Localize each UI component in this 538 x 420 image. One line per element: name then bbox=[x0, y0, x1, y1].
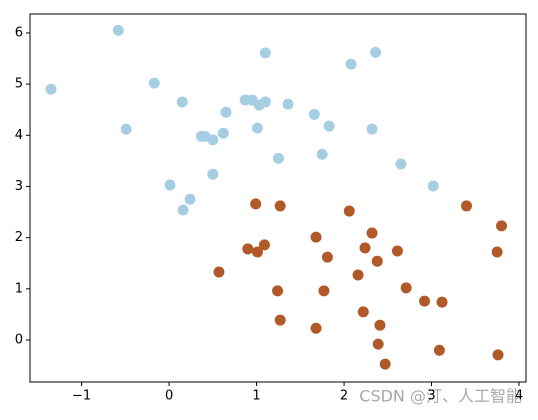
point bbox=[242, 243, 254, 255]
point bbox=[148, 77, 160, 89]
point bbox=[461, 200, 473, 212]
point bbox=[251, 122, 263, 134]
point bbox=[120, 123, 132, 135]
x-tick-label: 4 bbox=[515, 389, 523, 404]
point bbox=[259, 47, 271, 59]
point bbox=[359, 242, 371, 254]
point bbox=[323, 120, 335, 132]
y-tick-label: 6 bbox=[15, 25, 23, 40]
plot-frame bbox=[29, 13, 527, 383]
point bbox=[274, 314, 286, 326]
x-tick-label: 2 bbox=[340, 389, 348, 404]
point bbox=[343, 205, 355, 217]
y-tick-label: 0 bbox=[15, 333, 23, 348]
point bbox=[433, 344, 445, 356]
point bbox=[272, 152, 284, 164]
point bbox=[112, 24, 124, 36]
point bbox=[220, 106, 232, 118]
point bbox=[492, 349, 504, 361]
point bbox=[321, 251, 333, 263]
y-tick-label: 1 bbox=[15, 281, 23, 296]
point bbox=[272, 285, 284, 297]
point bbox=[436, 296, 448, 308]
watermark: CSDN @汀、人工智能 bbox=[359, 387, 522, 406]
point bbox=[217, 127, 229, 139]
point bbox=[207, 134, 219, 146]
point bbox=[419, 295, 431, 307]
point bbox=[352, 269, 364, 281]
point bbox=[250, 198, 262, 210]
point bbox=[316, 148, 328, 160]
point bbox=[400, 282, 412, 294]
point bbox=[491, 246, 503, 258]
point bbox=[310, 322, 322, 334]
point bbox=[379, 358, 391, 370]
point bbox=[310, 231, 322, 243]
y-tick-label: 5 bbox=[15, 77, 23, 92]
point bbox=[177, 204, 189, 216]
point bbox=[207, 168, 219, 180]
point bbox=[395, 158, 407, 170]
point bbox=[371, 255, 383, 267]
point bbox=[318, 285, 330, 297]
point bbox=[259, 96, 271, 108]
y-tick-label: 4 bbox=[15, 128, 23, 143]
y-tick-label: 2 bbox=[15, 230, 23, 245]
point bbox=[345, 58, 357, 70]
point bbox=[308, 108, 320, 120]
point bbox=[184, 193, 196, 205]
point bbox=[274, 200, 286, 212]
point bbox=[391, 245, 403, 257]
x-tick-label: −1 bbox=[72, 389, 91, 404]
point bbox=[282, 98, 294, 110]
point bbox=[370, 46, 382, 58]
point bbox=[366, 123, 378, 135]
point bbox=[164, 179, 176, 191]
point bbox=[366, 227, 378, 239]
point bbox=[496, 220, 508, 232]
point bbox=[251, 246, 263, 258]
point bbox=[45, 83, 57, 95]
point bbox=[176, 96, 188, 108]
x-tick-label: 1 bbox=[252, 389, 260, 404]
point bbox=[427, 180, 439, 192]
x-tick-label: 3 bbox=[427, 389, 435, 404]
y-tick-label: 3 bbox=[15, 179, 23, 194]
point bbox=[372, 338, 384, 350]
point bbox=[374, 319, 386, 331]
x-tick-label: 0 bbox=[165, 389, 173, 404]
point bbox=[357, 306, 369, 318]
point bbox=[258, 239, 270, 251]
point bbox=[213, 266, 225, 278]
